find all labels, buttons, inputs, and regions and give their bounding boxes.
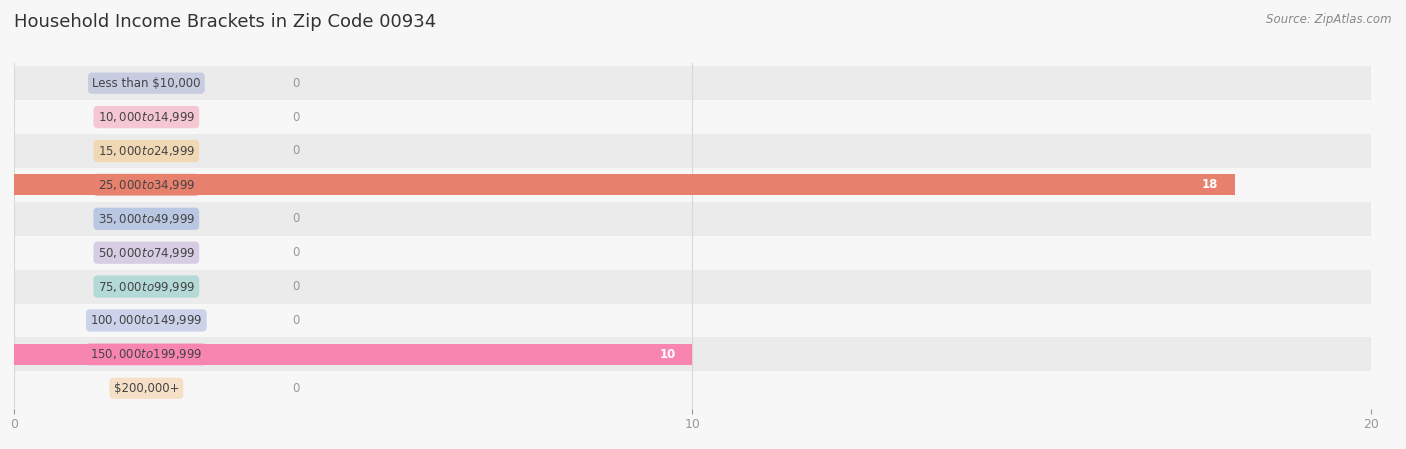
Text: $35,000 to $49,999: $35,000 to $49,999 bbox=[97, 212, 195, 226]
Text: $25,000 to $34,999: $25,000 to $34,999 bbox=[97, 178, 195, 192]
Text: 18: 18 bbox=[1202, 178, 1218, 191]
Bar bbox=[0, 100, 1406, 134]
Text: $200,000+: $200,000+ bbox=[114, 382, 179, 395]
Text: 0: 0 bbox=[292, 110, 299, 123]
Text: 0: 0 bbox=[292, 314, 299, 327]
Bar bbox=[0, 269, 1406, 304]
Text: 0: 0 bbox=[292, 145, 299, 158]
Text: 10: 10 bbox=[659, 348, 675, 361]
Text: Household Income Brackets in Zip Code 00934: Household Income Brackets in Zip Code 00… bbox=[14, 13, 436, 31]
Bar bbox=[0, 337, 1406, 371]
Text: $50,000 to $74,999: $50,000 to $74,999 bbox=[97, 246, 195, 260]
Text: $100,000 to $149,999: $100,000 to $149,999 bbox=[90, 313, 202, 327]
Bar bbox=[0, 202, 1406, 236]
Text: 0: 0 bbox=[292, 246, 299, 259]
Text: Less than $10,000: Less than $10,000 bbox=[93, 77, 201, 90]
Text: $75,000 to $99,999: $75,000 to $99,999 bbox=[97, 280, 195, 294]
Text: 0: 0 bbox=[292, 280, 299, 293]
Text: 0: 0 bbox=[292, 77, 299, 90]
Text: 0: 0 bbox=[292, 212, 299, 225]
Bar bbox=[0, 168, 1406, 202]
Bar bbox=[0, 236, 1406, 269]
Bar bbox=[14, 174, 1236, 195]
Text: 0: 0 bbox=[292, 382, 299, 395]
Text: $10,000 to $14,999: $10,000 to $14,999 bbox=[97, 110, 195, 124]
Bar bbox=[0, 371, 1406, 405]
Bar bbox=[0, 66, 1406, 100]
Text: $15,000 to $24,999: $15,000 to $24,999 bbox=[97, 144, 195, 158]
Bar bbox=[14, 344, 692, 365]
Bar bbox=[0, 304, 1406, 337]
Bar bbox=[0, 134, 1406, 168]
Text: Source: ZipAtlas.com: Source: ZipAtlas.com bbox=[1267, 13, 1392, 26]
Text: $150,000 to $199,999: $150,000 to $199,999 bbox=[90, 348, 202, 361]
